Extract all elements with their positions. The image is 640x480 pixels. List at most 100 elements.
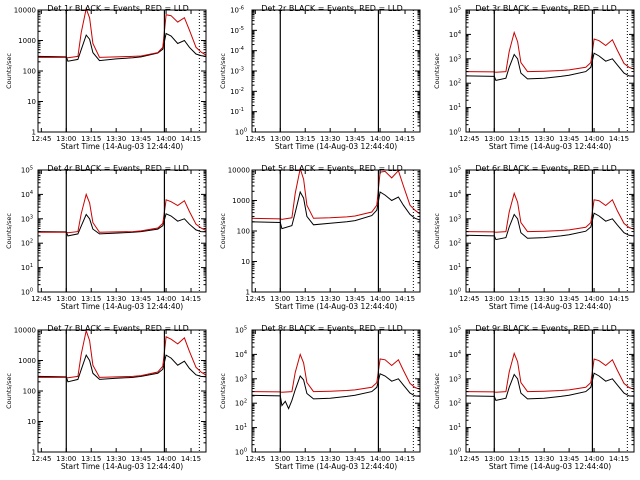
x-tick-label: 13:30: [320, 455, 340, 463]
y-tick-label: 105: [449, 326, 461, 335]
x-tick-label: 14:15: [609, 135, 629, 143]
y-tick-label: 1: [32, 129, 36, 137]
y-tick-label: 101: [449, 263, 461, 272]
y-tick-label: 10000: [228, 167, 250, 175]
x-tick-label: 14:00: [156, 455, 176, 463]
y-tick-label: 103: [449, 374, 461, 383]
x-tick-label: 14:15: [181, 135, 201, 143]
x-axis-label: Start Time (14-Aug-03 12:44:40): [61, 462, 183, 471]
x-tick-label: 13:00: [56, 295, 76, 303]
x-tick-label: 13:45: [559, 135, 579, 143]
x-tick-label: 13:15: [509, 135, 529, 143]
series-line-events: [37, 353, 207, 383]
x-axis-label: Start Time (14-Aug-03 12:44:40): [489, 462, 611, 471]
panel-det5: 12:45 13:00 13:15 13:30 13:45 14:00 14:15 1 10 10…: [219, 164, 421, 311]
x-tick-label: 13:15: [81, 135, 101, 143]
y-axis-label: Counts/sec: [219, 373, 227, 409]
x-tick-label: 13:45: [559, 295, 579, 303]
x-axis-label: Start Time (14-Aug-03 12:44:40): [275, 142, 397, 151]
panel-title: Det 3r BLACK = Events, RED = LLD: [475, 4, 617, 13]
x-tick-label: 14:15: [395, 455, 415, 463]
series-line-lld: [38, 192, 207, 234]
y-tick-label: 105: [449, 166, 461, 175]
y-tick-label: 1: [246, 289, 250, 297]
x-tick-label: 12:45: [245, 295, 265, 303]
y-tick-label: 10: [27, 418, 36, 426]
series-line-events: [251, 190, 421, 230]
x-tick-label: 13:30: [534, 455, 554, 463]
y-tick-label: 10: [241, 258, 250, 266]
x-tick-label: 12:45: [31, 135, 51, 143]
x-tick-label: 13:00: [270, 455, 290, 463]
x-tick-label: 13:45: [131, 295, 151, 303]
plot-frame: [465, 169, 635, 293]
x-tick-label: 12:45: [31, 455, 51, 463]
series-line-lld: [465, 351, 635, 393]
y-tick-label: 104: [449, 30, 461, 39]
series-line-events: [465, 212, 635, 241]
y-axis-label: Counts/sec: [5, 213, 13, 249]
y-tick-label: 105: [449, 6, 461, 15]
plot-frame: [465, 329, 635, 453]
y-tick-label: 100: [235, 128, 247, 137]
series-line-lld: [251, 352, 421, 393]
x-tick-label: 13:15: [509, 295, 529, 303]
series-line-events: [465, 52, 635, 81]
y-tick-label: 102: [449, 79, 461, 88]
x-tick-label: 14:15: [395, 135, 415, 143]
x-tick-label: 12:45: [459, 135, 479, 143]
plot-frame: [37, 329, 207, 453]
x-tick-label: 13:00: [484, 135, 504, 143]
y-tick-label: 100: [235, 448, 247, 457]
x-tick-label: 12:45: [459, 295, 479, 303]
y-tick-label: 101: [449, 423, 461, 432]
y-tick-label: 100: [23, 388, 36, 396]
x-tick-label: 13:30: [534, 135, 554, 143]
panel-det2: 12:45 13:00 13:15 13:30 13:45 14:00 14:15 100 10…: [219, 4, 421, 151]
x-tick-label: 13:45: [131, 455, 151, 463]
y-tick-label: 102: [449, 239, 461, 248]
x-tick-label: 12:45: [459, 455, 479, 463]
y-tick-label: 103: [21, 214, 33, 223]
y-tick-label: 1000: [232, 197, 250, 205]
y-tick-label: 104: [235, 350, 247, 359]
series-line-lld: [465, 191, 635, 233]
panel-det4: 12:45 13:00 13:15 13:30 13:45 14:00 14:15 100 10…: [5, 164, 207, 311]
x-tick-label: 14:15: [181, 295, 201, 303]
series-line-events: [251, 373, 421, 410]
y-tick-label: 104: [449, 350, 461, 359]
x-tick-label: 13:00: [56, 455, 76, 463]
y-tick-label: 101: [449, 103, 461, 112]
x-tick-label: 14:15: [609, 295, 629, 303]
x-tick-label: 12:45: [245, 135, 265, 143]
y-tick-label: 102: [449, 399, 461, 408]
panel-det7: 12:45 13:00 13:15 13:30 13:45 14:00 14:15 1 10 10…: [5, 324, 207, 471]
x-tick-label: 13:00: [484, 455, 504, 463]
y-tick-label: 100: [449, 448, 461, 457]
y-tick-label: 102: [21, 239, 33, 248]
x-tick-label: 13:15: [295, 135, 315, 143]
x-tick-label: 14:00: [584, 135, 604, 143]
panel-title: Det 1r BLACK = Events, RED = LLD: [47, 4, 189, 13]
y-tick-label: 100: [237, 228, 250, 236]
y-tick-label: 105: [21, 166, 33, 175]
x-tick-label: 14:00: [156, 295, 176, 303]
x-tick-label: 12:45: [31, 295, 51, 303]
panel-det1: 12:45 13:00 13:15 13:30 13:45 14:00 14:15 1 10 10…: [5, 4, 207, 151]
y-tick-label: 101: [21, 263, 33, 272]
x-tick-label: 13:30: [534, 295, 554, 303]
y-tick-label: 10-1: [230, 107, 244, 116]
x-axis-label: Start Time (14-Aug-03 12:44:40): [275, 302, 397, 311]
y-axis-label: Counts/sec: [219, 213, 227, 249]
y-axis-label: Counts/sec: [5, 373, 13, 409]
y-tick-label: 103: [235, 374, 247, 383]
plot-frame: [465, 9, 635, 133]
panel-title: Det 4r BLACK = Events, RED = LLD: [47, 164, 189, 173]
y-tick-label: 1000: [18, 37, 36, 45]
panel-det3: 12:45 13:00 13:15 13:30 13:45 14:00 14:15 100 10…: [433, 4, 635, 151]
panel-det9: 12:45 13:00 13:15 13:30 13:45 14:00 14:15 100 10…: [433, 324, 635, 471]
y-tick-label: 10000: [14, 7, 36, 15]
y-axis-label: Counts/sec: [433, 53, 441, 89]
y-tick-label: 100: [449, 128, 461, 137]
series-line-events: [37, 213, 207, 237]
